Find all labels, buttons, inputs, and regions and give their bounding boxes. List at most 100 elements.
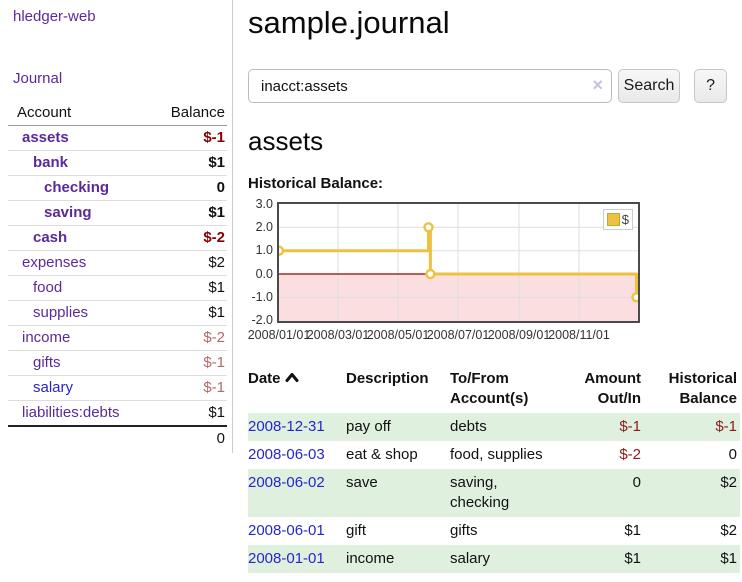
brand-link[interactable]: hledger-web xyxy=(13,8,96,25)
col-description: Description xyxy=(346,370,429,387)
chart-legend: $ xyxy=(602,209,633,230)
accounts-total: 0 xyxy=(149,425,227,451)
account-row-checking: checking 0 xyxy=(8,175,227,201)
col-amount: Amount Out/In xyxy=(584,370,641,407)
transaction-accounts: saving, checking xyxy=(450,474,510,511)
help-button[interactable]: ? xyxy=(694,69,727,103)
transaction-row: 2008-06-02 save saving, checking 0 $2 xyxy=(248,469,740,517)
account-link-assets[interactable]: assets xyxy=(22,129,69,146)
transaction-accounts: gifts xyxy=(450,522,478,539)
transactions-header-row: Date Description To/From Account(s) Amou… xyxy=(248,365,740,413)
sidebar-item-journal[interactable]: Journal xyxy=(13,70,63,87)
y-tick: 2.0 xyxy=(255,220,273,234)
transaction-row: 2008-06-01 gift gifts $1 $2 xyxy=(248,517,740,545)
transactions-table: Date Description To/From Account(s) Amou… xyxy=(248,365,740,573)
col-balance: Historical Balance xyxy=(668,370,737,407)
chevron-up-icon xyxy=(285,369,299,389)
transaction-row: 2008-01-01 income salary $1 $1 xyxy=(248,545,740,573)
account-balance: $1 xyxy=(149,400,227,427)
transaction-date-link[interactable]: 2008-06-03 xyxy=(248,446,325,463)
account-row-salary: salary $-1 xyxy=(8,375,227,401)
transaction-date-link[interactable]: 2008-01-01 xyxy=(248,550,325,567)
clear-search-icon[interactable]: × xyxy=(592,75,603,95)
account-row-cash: cash $-2 xyxy=(8,225,227,251)
page-title: sample.journal xyxy=(248,5,450,40)
account-balance: $1 xyxy=(149,150,227,176)
accounts-col-account: Account xyxy=(8,101,150,126)
account-balance: $2 xyxy=(149,250,227,276)
accounts-total-row: 0 xyxy=(8,425,227,451)
account-link-salary[interactable]: salary xyxy=(33,379,74,396)
transaction-row: 2008-06-03 eat & shop food, supplies $-2… xyxy=(248,441,740,469)
transaction-row: 2008-12-31 pay off debts $-1 $-1 xyxy=(248,413,740,441)
transaction-date-link[interactable]: 2008-12-31 xyxy=(248,418,325,435)
legend-label: $ xyxy=(621,212,629,227)
account-link-cash[interactable]: cash xyxy=(33,229,68,246)
x-tick: 2008/11/01 xyxy=(548,328,610,342)
transaction-description: gift xyxy=(346,522,367,539)
transaction-balance: $2 xyxy=(720,522,737,539)
x-tick: 2008/01/01 xyxy=(247,328,311,342)
search-input[interactable] xyxy=(248,69,612,103)
account-link-liabilities-debts[interactable]: liabilities:debts xyxy=(22,404,120,421)
account-balance: $-1 xyxy=(149,125,227,151)
account-balance: $1 xyxy=(149,275,227,301)
account-balance: $-1 xyxy=(149,375,227,401)
transaction-description: income xyxy=(346,550,395,567)
transaction-date-link[interactable]: 2008-06-02 xyxy=(248,474,325,491)
account-balance: $-1 xyxy=(149,350,227,376)
accounts-table: Account Balance assets $-1 bank $1 check… xyxy=(8,101,227,451)
transaction-balance: $-1 xyxy=(715,418,737,435)
account-link-saving[interactable]: saving xyxy=(44,204,92,221)
account-balance: $-2 xyxy=(149,225,227,251)
sidebar: hledger-web Journal Account Balance asse… xyxy=(0,0,233,453)
col-date-sort[interactable]: Date xyxy=(248,365,346,413)
account-row-bank: bank $1 xyxy=(8,150,227,176)
transaction-accounts: debts xyxy=(450,418,487,435)
col-accounts: To/From Account(s) xyxy=(450,370,529,407)
account-row-gifts: gifts $-1 xyxy=(8,350,227,376)
historical-balance-chart: 3.0 2.0 1.0 0.0 -1.0 -2.0 xyxy=(247,197,727,344)
y-tick: -1.0 xyxy=(251,290,273,304)
account-row-liabilities-debts: liabilities:debts $1 xyxy=(8,400,227,427)
account-row-expenses: expenses $2 xyxy=(8,250,227,276)
account-row-supplies: supplies $1 xyxy=(8,300,227,326)
transaction-amount: $1 xyxy=(624,550,641,567)
transaction-description: eat & shop xyxy=(346,446,418,463)
account-heading: assets xyxy=(248,126,324,156)
account-balance: $1 xyxy=(149,300,227,326)
account-balance: 0 xyxy=(149,175,227,201)
account-link-expenses[interactable]: expenses xyxy=(22,254,87,271)
search-button[interactable]: Search xyxy=(618,69,681,103)
account-balance: $1 xyxy=(149,200,227,226)
transaction-amount: $1 xyxy=(624,522,641,539)
account-row-saving: saving $1 xyxy=(8,200,227,226)
x-tick: 2008/09/01 xyxy=(487,328,551,342)
transaction-description: pay off xyxy=(346,418,391,435)
legend-swatch-icon xyxy=(606,213,620,226)
y-tick: -2.0 xyxy=(251,313,273,327)
account-link-income[interactable]: income xyxy=(22,329,71,346)
account-link-checking[interactable]: checking xyxy=(44,179,110,196)
x-tick: 2008/07/01 xyxy=(426,328,490,342)
account-link-gifts[interactable]: gifts xyxy=(33,354,61,371)
x-tick: 2008/05/01 xyxy=(366,328,430,342)
y-tick: 0.0 xyxy=(255,267,273,281)
account-link-bank[interactable]: bank xyxy=(33,154,69,171)
chart-canvas xyxy=(273,204,642,321)
chart-title: Historical Balance: xyxy=(248,175,384,192)
transaction-amount: 0 xyxy=(632,474,641,491)
transaction-description: save xyxy=(346,474,378,491)
y-tick: 1.0 xyxy=(255,243,273,257)
transaction-amount: $-2 xyxy=(619,446,641,463)
account-link-food[interactable]: food xyxy=(33,279,63,296)
plot-area: $ xyxy=(273,202,642,323)
account-link-supplies[interactable]: supplies xyxy=(33,304,89,321)
transaction-balance: 0 xyxy=(728,446,737,463)
transaction-amount: $-1 xyxy=(619,418,641,435)
main-content: sample.journal × Search ? assets Histori… xyxy=(233,0,740,573)
accounts-col-balance: Balance xyxy=(149,101,227,126)
transaction-date-link[interactable]: 2008-06-01 xyxy=(248,522,325,539)
transaction-balance: $1 xyxy=(720,550,737,567)
